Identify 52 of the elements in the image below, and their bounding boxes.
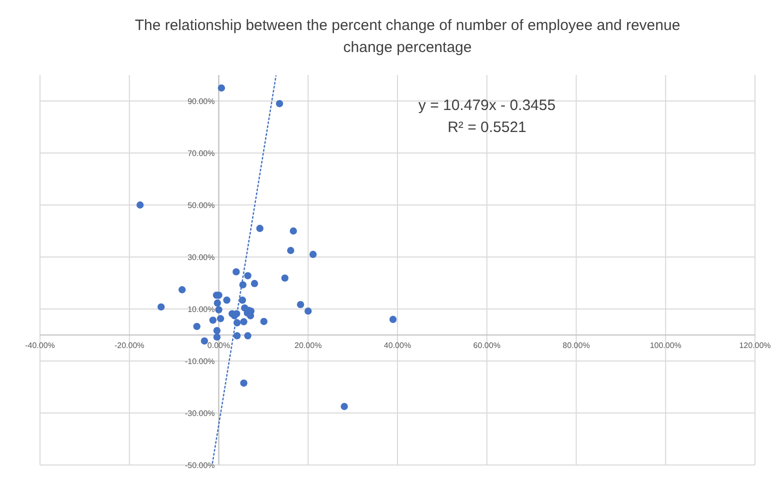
x-tick-label: 40.00% bbox=[384, 341, 412, 350]
point bbox=[178, 286, 186, 294]
point bbox=[136, 201, 144, 209]
y-tick-label: -10.00% bbox=[184, 356, 215, 366]
chart-title: The relationship between the percent change of number of employee and revenue change percentage bbox=[134, 17, 680, 56]
point bbox=[238, 296, 246, 304]
point bbox=[240, 318, 248, 326]
x-tick-label: 120.00% bbox=[739, 341, 771, 350]
point bbox=[296, 300, 304, 308]
point bbox=[304, 307, 312, 315]
point bbox=[389, 316, 397, 323]
x-tick-label: 60.00% bbox=[473, 341, 500, 350]
annotation: R² = 0.5521 bbox=[448, 119, 526, 136]
point bbox=[215, 306, 222, 314]
x-tick-label: 0.00% bbox=[207, 341, 230, 350]
y-tick-label: -30.00% bbox=[184, 408, 215, 418]
y-tick-label: 70.00% bbox=[188, 148, 215, 158]
x-tick-label: -20.00% bbox=[114, 341, 144, 350]
x-tick-label: 100.00% bbox=[650, 341, 682, 350]
point bbox=[158, 303, 165, 311]
point bbox=[213, 326, 221, 334]
point bbox=[290, 227, 297, 235]
point bbox=[250, 280, 258, 288]
point bbox=[244, 332, 252, 340]
annotation: y = 10.479x - 0.3455 bbox=[418, 97, 556, 114]
point bbox=[223, 296, 230, 304]
point bbox=[200, 337, 208, 345]
point bbox=[232, 268, 240, 276]
point bbox=[213, 333, 221, 341]
point bbox=[281, 274, 288, 282]
y-tick-label: -50.00% bbox=[184, 460, 215, 470]
point bbox=[340, 402, 348, 410]
x-tick-label: 80.00% bbox=[562, 341, 590, 350]
y-tick-label: 50.00% bbox=[188, 200, 215, 210]
point bbox=[209, 316, 217, 324]
point bbox=[216, 315, 224, 322]
point bbox=[309, 250, 317, 258]
point bbox=[233, 332, 241, 340]
point bbox=[287, 246, 294, 254]
point bbox=[214, 299, 222, 307]
point bbox=[256, 224, 264, 232]
point bbox=[244, 272, 252, 280]
y-tick-label: 10.00% bbox=[188, 304, 215, 314]
point bbox=[240, 380, 248, 387]
y-tick-label: 90.00% bbox=[188, 96, 215, 106]
point bbox=[193, 322, 200, 330]
x-tick-label: -40.00% bbox=[25, 341, 55, 350]
y-tick-label: 30.00% bbox=[188, 252, 215, 262]
point bbox=[276, 100, 284, 108]
point bbox=[218, 84, 226, 92]
x-tick-label: 20.00% bbox=[294, 341, 322, 350]
point bbox=[260, 318, 268, 326]
